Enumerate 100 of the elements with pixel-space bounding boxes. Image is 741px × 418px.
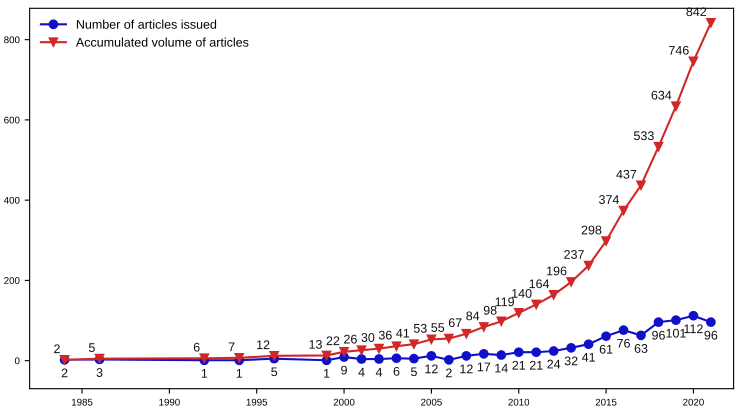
data-label: 13 bbox=[309, 340, 322, 349]
point bbox=[601, 236, 611, 246]
point bbox=[531, 347, 542, 358]
point bbox=[706, 317, 716, 327]
point bbox=[671, 101, 681, 112]
point bbox=[356, 354, 366, 364]
data-label: 746 bbox=[669, 46, 689, 55]
legend-label: Accumulated volume of articles bbox=[76, 38, 248, 47]
point bbox=[618, 325, 628, 336]
data-label: 119 bbox=[496, 297, 514, 306]
point bbox=[654, 317, 664, 327]
data-label: 61 bbox=[600, 344, 612, 354]
point bbox=[584, 339, 594, 350]
y-tick-label: 800 bbox=[4, 36, 20, 44]
point bbox=[584, 260, 594, 270]
y-tick-label: 200 bbox=[4, 277, 20, 284]
data-label: 26 bbox=[344, 334, 357, 344]
point bbox=[601, 331, 611, 342]
data-label: 298 bbox=[582, 226, 602, 234]
data-label: 6 bbox=[394, 366, 400, 376]
point bbox=[444, 334, 454, 344]
data-label: 55 bbox=[431, 323, 444, 332]
x-tick-label: 2020 bbox=[683, 398, 704, 406]
data-label: 437 bbox=[616, 170, 636, 179]
data-label: 14 bbox=[495, 364, 508, 372]
point bbox=[688, 56, 698, 66]
point bbox=[654, 142, 664, 152]
x-tick-label: 1985 bbox=[72, 398, 92, 406]
data-label: 96 bbox=[704, 330, 718, 340]
data-label: 53 bbox=[414, 324, 427, 333]
data-label: 4 bbox=[376, 368, 382, 376]
data-label: 196 bbox=[547, 266, 566, 276]
point bbox=[392, 353, 402, 364]
x-tick-label: 2000 bbox=[334, 398, 354, 406]
data-label: 9 bbox=[341, 366, 347, 375]
data-label: 12 bbox=[460, 364, 473, 374]
point bbox=[478, 322, 489, 332]
data-label: 17 bbox=[478, 362, 490, 372]
data-label: 12 bbox=[257, 340, 270, 350]
point bbox=[409, 354, 419, 364]
legend-label: Number of articles issued bbox=[76, 20, 216, 29]
point bbox=[496, 316, 506, 326]
data-label: 2 bbox=[54, 344, 60, 354]
data-label: 634 bbox=[652, 90, 672, 100]
data-label: 1 bbox=[202, 369, 208, 378]
data-label: 3 bbox=[96, 368, 102, 377]
data-label: 4 bbox=[358, 368, 365, 376]
point bbox=[514, 347, 524, 358]
point bbox=[478, 348, 489, 359]
data-label: 1 bbox=[236, 369, 242, 378]
x-tick-label: 2010 bbox=[508, 398, 530, 406]
data-label: 7 bbox=[228, 342, 234, 352]
point bbox=[426, 334, 436, 344]
data-label: 6 bbox=[194, 342, 200, 352]
data-label: 164 bbox=[530, 279, 550, 288]
data-label: 237 bbox=[564, 250, 584, 259]
point bbox=[461, 328, 472, 339]
data-label: 22 bbox=[326, 336, 340, 346]
point bbox=[374, 344, 384, 354]
data-label: 96 bbox=[652, 330, 665, 340]
data-label: 374 bbox=[599, 195, 620, 204]
point bbox=[409, 339, 419, 350]
data-label: 140 bbox=[512, 288, 532, 298]
y-tick-label: 0 bbox=[14, 357, 20, 364]
data-label: 112 bbox=[684, 324, 703, 334]
point bbox=[269, 350, 280, 361]
point bbox=[671, 315, 681, 325]
x-tick-label: 2015 bbox=[596, 398, 616, 406]
point bbox=[496, 350, 506, 360]
data-label: 41 bbox=[582, 352, 595, 362]
x-tick-label: 1995 bbox=[246, 398, 268, 406]
data-label: 1 bbox=[324, 369, 330, 378]
x-tick-label: 1990 bbox=[159, 398, 180, 406]
data-label: 67 bbox=[448, 318, 462, 328]
data-label: 2 bbox=[446, 368, 452, 378]
data-label: 76 bbox=[617, 338, 630, 348]
y-tick-label: 400 bbox=[4, 196, 20, 204]
data-label: 21 bbox=[530, 360, 543, 370]
data-label: 84 bbox=[466, 311, 480, 320]
point bbox=[374, 354, 384, 364]
point bbox=[426, 350, 436, 361]
point bbox=[356, 345, 366, 356]
point bbox=[636, 180, 646, 190]
point bbox=[531, 300, 542, 310]
x-tick-label: 2005 bbox=[421, 398, 442, 406]
data-label: 32 bbox=[564, 356, 578, 366]
point bbox=[636, 330, 646, 340]
data-label: 24 bbox=[547, 360, 560, 368]
data-label: 21 bbox=[512, 360, 526, 370]
point bbox=[444, 354, 454, 365]
point bbox=[339, 346, 349, 357]
data-label: 41 bbox=[396, 328, 410, 338]
point bbox=[234, 352, 244, 363]
point bbox=[688, 310, 698, 321]
y-tick-label: 600 bbox=[4, 116, 20, 124]
point bbox=[548, 346, 559, 356]
point bbox=[392, 341, 402, 352]
point bbox=[566, 277, 576, 287]
point bbox=[548, 290, 559, 300]
point bbox=[461, 350, 472, 361]
